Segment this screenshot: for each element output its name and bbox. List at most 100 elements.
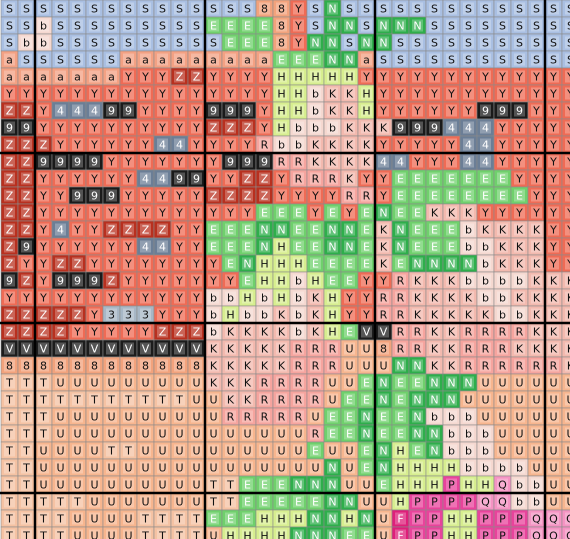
cell-symbol: R bbox=[482, 360, 490, 373]
cell-symbol-box bbox=[429, 189, 440, 202]
cell-symbol: a bbox=[125, 54, 132, 67]
cell-symbol-box bbox=[412, 104, 423, 117]
cell-symbol-box bbox=[191, 2, 202, 15]
cell-symbol-box bbox=[531, 189, 542, 202]
cell-symbol-box bbox=[55, 36, 66, 49]
cell-symbol: Y bbox=[345, 292, 353, 305]
cell-symbol-box bbox=[276, 155, 287, 168]
cell-symbol: Y bbox=[532, 122, 540, 135]
cell-symbol: S bbox=[57, 20, 64, 33]
cell-symbol: T bbox=[192, 513, 200, 526]
cell-symbol-box bbox=[548, 104, 559, 117]
cell-symbol: S bbox=[397, 54, 404, 67]
cell-symbol: Y bbox=[73, 173, 81, 186]
cell-symbol: Y bbox=[175, 122, 183, 135]
cell-symbol-box bbox=[531, 36, 542, 49]
cell-symbol: R bbox=[533, 360, 541, 373]
cell-symbol: Y bbox=[158, 105, 166, 118]
cell-symbol: E bbox=[295, 54, 302, 67]
cell-symbol-box bbox=[463, 172, 474, 185]
cell-symbol: b bbox=[482, 241, 489, 254]
cell-symbol: U bbox=[379, 513, 387, 526]
cell-symbol-box bbox=[378, 155, 389, 168]
cell-symbol: U bbox=[566, 496, 570, 509]
cell-symbol: K bbox=[380, 241, 388, 254]
cell-symbol-box bbox=[38, 223, 49, 236]
cell-symbol-box bbox=[310, 53, 321, 66]
cell-symbol-box bbox=[140, 36, 151, 49]
cell-symbol: E bbox=[363, 530, 370, 539]
cell-symbol: U bbox=[209, 445, 217, 458]
cell-symbol: Y bbox=[294, 37, 302, 50]
cell-symbol-box bbox=[106, 70, 117, 83]
cell-symbol-box bbox=[378, 53, 389, 66]
cell-symbol: Y bbox=[39, 88, 47, 101]
cell-symbol-box bbox=[395, 87, 406, 100]
cell-symbol-box bbox=[4, 223, 15, 236]
cell-symbol: b bbox=[210, 309, 217, 322]
cell-symbol: Y bbox=[39, 105, 47, 118]
cell-symbol: b bbox=[516, 479, 523, 492]
cell-symbol: K bbox=[363, 122, 371, 135]
cell-symbol: S bbox=[499, 54, 506, 67]
cell-symbol-box bbox=[38, 121, 49, 134]
cell-symbol: 9 bbox=[6, 122, 13, 135]
cell-symbol: Y bbox=[515, 71, 523, 84]
cell-symbol-box bbox=[395, 138, 406, 151]
cell-symbol: R bbox=[465, 343, 473, 356]
cell-symbol: U bbox=[311, 411, 319, 424]
cell-symbol-box bbox=[429, 53, 440, 66]
cell-symbol: N bbox=[328, 513, 336, 526]
cell-symbol-box bbox=[21, 206, 32, 219]
cell-symbol: T bbox=[22, 411, 30, 424]
cell-symbol: U bbox=[277, 462, 285, 475]
cell-symbol: T bbox=[5, 394, 13, 407]
cell-symbol: U bbox=[192, 428, 200, 441]
cell-symbol: U bbox=[345, 360, 353, 373]
cell-symbol-box bbox=[123, 223, 134, 236]
cell-symbol: H bbox=[430, 462, 438, 475]
cell-symbol-box bbox=[106, 104, 117, 117]
cell-symbol: R bbox=[295, 156, 303, 169]
cell-symbol: K bbox=[448, 309, 456, 322]
cell-symbol: Q bbox=[532, 513, 541, 526]
cell-symbol-box bbox=[310, 36, 321, 49]
cell-symbol: b bbox=[465, 428, 472, 441]
cell-symbol: Y bbox=[362, 292, 370, 305]
cell-symbol: Y bbox=[209, 207, 217, 220]
cell-symbol: Y bbox=[566, 88, 570, 101]
cell-symbol: Y bbox=[396, 71, 404, 84]
cell-symbol: U bbox=[277, 428, 285, 441]
cell-symbol-box bbox=[225, 121, 236, 134]
cell-symbol-box bbox=[174, 2, 185, 15]
cell-symbol: Y bbox=[481, 88, 489, 101]
cell-symbol-box bbox=[429, 206, 440, 219]
cell-symbol: b bbox=[499, 462, 506, 475]
cell-symbol: U bbox=[141, 411, 149, 424]
cell-symbol: 4 bbox=[465, 139, 472, 152]
cell-symbol: Y bbox=[243, 71, 251, 84]
cell-symbol: U bbox=[481, 411, 489, 424]
cell-symbol: Y bbox=[447, 156, 455, 169]
cell-symbol-box bbox=[38, 172, 49, 185]
cell-symbol: Y bbox=[311, 207, 319, 220]
cell-symbol: 9 bbox=[6, 275, 13, 288]
cell-symbol: Y bbox=[379, 139, 387, 152]
cell-symbol: P bbox=[414, 496, 421, 509]
cell-symbol: E bbox=[414, 190, 421, 203]
cell-symbol: K bbox=[431, 326, 439, 339]
cell-symbol: S bbox=[312, 20, 319, 33]
cell-symbol-box bbox=[276, 70, 287, 83]
cell-symbol: U bbox=[294, 428, 302, 441]
cell-symbol-box bbox=[412, 189, 423, 202]
cell-symbol-box bbox=[21, 189, 32, 202]
cell-symbol: b bbox=[533, 496, 540, 509]
cell-symbol-box bbox=[514, 189, 525, 202]
cell-symbol: S bbox=[431, 20, 438, 33]
cell-symbol: H bbox=[311, 71, 319, 84]
cell-symbol: U bbox=[532, 377, 540, 390]
cell-symbol: R bbox=[516, 360, 524, 373]
cell-symbol-box bbox=[497, 87, 508, 100]
cell-symbol: S bbox=[482, 37, 489, 50]
cell-symbol: Y bbox=[90, 309, 98, 322]
